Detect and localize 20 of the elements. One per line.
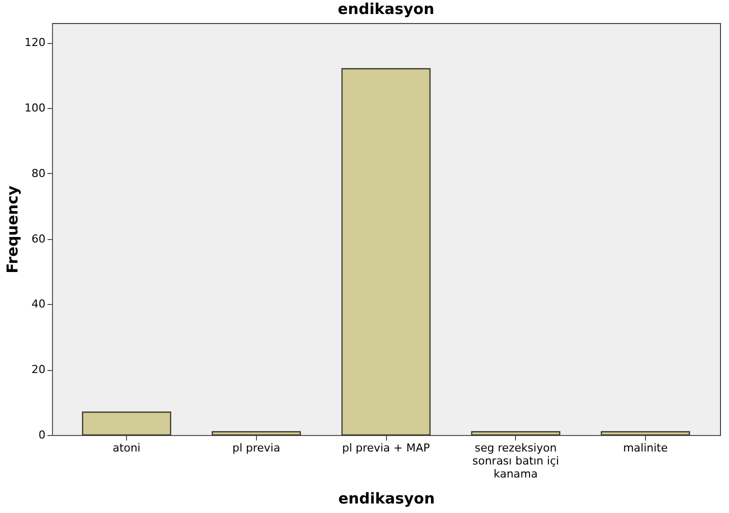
- x-tick-label: pl previa: [232, 442, 280, 454]
- y-tick-label: 100: [24, 102, 46, 115]
- bar: [600, 431, 690, 436]
- chart-title: endikasyon: [338, 0, 434, 18]
- bar: [82, 412, 172, 436]
- y-tick-label: 0: [38, 428, 46, 442]
- bar: [341, 68, 431, 436]
- y-tick-label: 60: [32, 232, 46, 246]
- x-tick-label: pl previa + MAP: [342, 442, 430, 454]
- y-tick-label: 40: [32, 298, 46, 311]
- x-tick-label: malinite: [623, 442, 668, 454]
- x-tick-label: seg rezeksiyon sonrası batın içi kanama: [472, 442, 560, 480]
- y-tick-label: 80: [32, 166, 46, 180]
- x-axis-title: endikasyon: [338, 490, 435, 508]
- y-axis-title: Frequency: [4, 185, 22, 274]
- bar: [471, 431, 560, 436]
- y-tick-label: 20: [32, 363, 46, 376]
- x-tick-label: atoni: [112, 442, 140, 454]
- bar: [212, 431, 301, 436]
- y-tick-label: 120: [24, 36, 46, 50]
